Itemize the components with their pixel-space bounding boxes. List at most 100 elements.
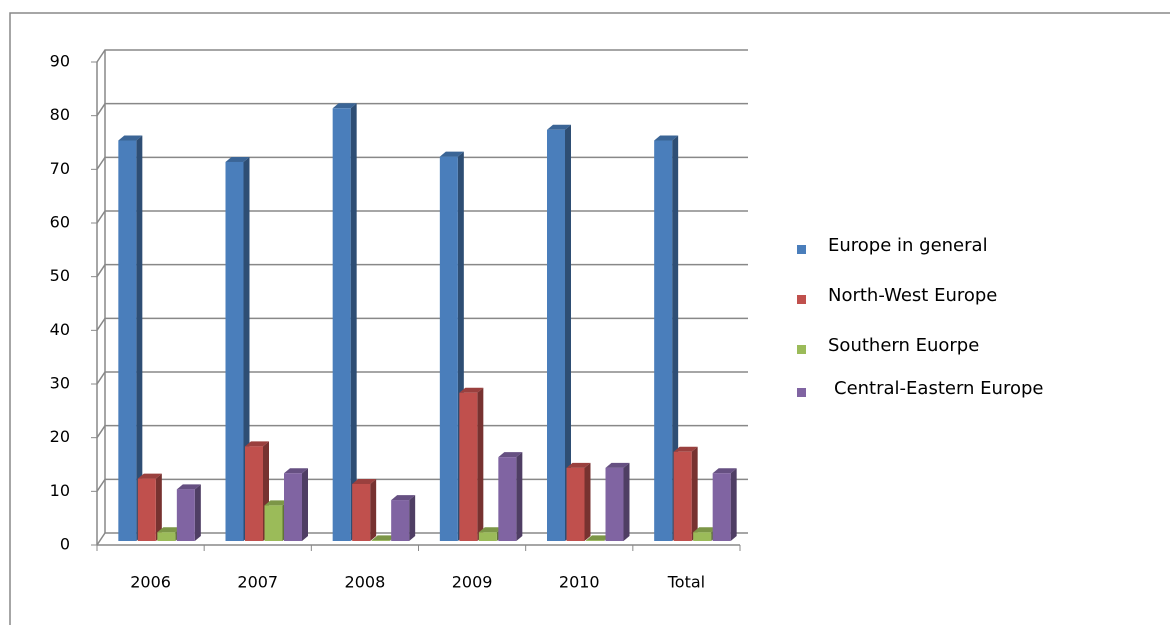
- bar-front: [118, 140, 137, 541]
- bar-side: [477, 387, 484, 541]
- grid-line: [96, 210, 748, 224]
- bar-side: [136, 135, 143, 541]
- bar-top: [439, 151, 464, 157]
- bar: [498, 452, 523, 541]
- bar: [654, 135, 679, 541]
- bar-top: [264, 500, 289, 506]
- bar-front: [284, 473, 302, 541]
- bar-front: [547, 129, 565, 541]
- bar-front: [245, 446, 263, 541]
- bar-front: [566, 467, 585, 541]
- bar-top: [712, 468, 737, 474]
- bar-side: [565, 124, 571, 542]
- bar-top: [332, 103, 357, 109]
- bar-top: [284, 468, 308, 474]
- bar-front: [371, 540, 390, 541]
- bar-top: [118, 135, 143, 141]
- bar-front: [712, 473, 731, 541]
- grid-line: [96, 156, 748, 170]
- bar-side: [155, 473, 162, 541]
- bar-front: [478, 532, 497, 541]
- bar-top: [391, 495, 416, 501]
- grid-line: [96, 371, 748, 385]
- bar: [566, 462, 591, 541]
- bar-top: [566, 462, 591, 468]
- bar-front: [605, 467, 624, 541]
- bar-top: [673, 446, 698, 452]
- grid-line: [96, 49, 748, 63]
- bar-side: [350, 103, 357, 542]
- bar-top: [478, 527, 503, 533]
- legend-label: Europe in general: [828, 235, 988, 256]
- bar-side: [672, 135, 679, 541]
- bar-top: [157, 527, 182, 533]
- y-tick-label: 0: [60, 535, 70, 554]
- bar-front: [352, 483, 371, 541]
- bar-side: [584, 462, 591, 541]
- bar-front: [264, 505, 283, 541]
- bar-front: [693, 532, 712, 541]
- x-tick-label: 2008: [345, 573, 386, 592]
- bar-front: [157, 532, 176, 541]
- bar-front: [586, 540, 604, 541]
- legend-swatch: [797, 245, 806, 254]
- bar-side: [302, 468, 308, 541]
- bar: [352, 478, 377, 541]
- bar-side: [370, 478, 377, 541]
- bar-side: [409, 495, 416, 541]
- bar: [137, 473, 162, 541]
- bar-front: [332, 108, 351, 542]
- bar-top: [547, 124, 571, 130]
- bar-top: [654, 135, 679, 141]
- legend-swatch: [797, 345, 806, 354]
- bar: [391, 495, 416, 541]
- bar-top: [225, 156, 250, 162]
- bar-front: [459, 392, 478, 541]
- bar-top: [371, 535, 396, 541]
- bar-top: [498, 452, 523, 458]
- bar-side: [194, 484, 201, 541]
- x-tick-label: 2007: [237, 573, 278, 592]
- bar-top: [605, 462, 630, 468]
- bar: [332, 103, 357, 542]
- bar: [673, 446, 698, 541]
- y-tick-label: 60: [50, 213, 70, 232]
- legend-swatch: [797, 388, 806, 397]
- bar: [547, 124, 571, 542]
- chart-border: [9, 12, 1170, 625]
- bar-front: [498, 457, 517, 541]
- bar: [284, 468, 308, 541]
- bar-side: [516, 452, 523, 541]
- bar-front: [391, 500, 410, 541]
- legend-swatch: [797, 295, 806, 304]
- y-tick-label: 20: [50, 427, 70, 446]
- grid-line: [96, 263, 748, 278]
- legend-label: Central-Eastern Europe: [834, 378, 1043, 399]
- y-tick-label: 10: [50, 481, 70, 500]
- bar-front: [225, 161, 244, 541]
- y-tick-label: 50: [50, 266, 70, 285]
- bar-front: [673, 451, 692, 541]
- bar-top: [245, 441, 269, 447]
- grid-line: [96, 317, 748, 331]
- grid-line: [96, 102, 748, 117]
- y-tick-label: 30: [50, 374, 70, 393]
- bar-side: [730, 468, 737, 541]
- grid-line: [96, 424, 748, 439]
- x-tick-label: 2010: [559, 573, 600, 592]
- bar: [459, 387, 484, 541]
- bar-top: [352, 478, 377, 484]
- bar-side: [623, 462, 630, 541]
- bar-side: [691, 446, 698, 541]
- bar: [605, 462, 630, 541]
- bar-front: [137, 478, 156, 541]
- bar-front: [439, 156, 458, 541]
- bar: [118, 135, 143, 541]
- legend-label: North-West Europe: [828, 285, 997, 306]
- y-tick-label: 90: [50, 52, 70, 71]
- x-tick-label: Total: [667, 573, 705, 592]
- bar: [712, 468, 737, 541]
- bar-top: [459, 387, 484, 393]
- x-tick-label: 2009: [452, 573, 493, 592]
